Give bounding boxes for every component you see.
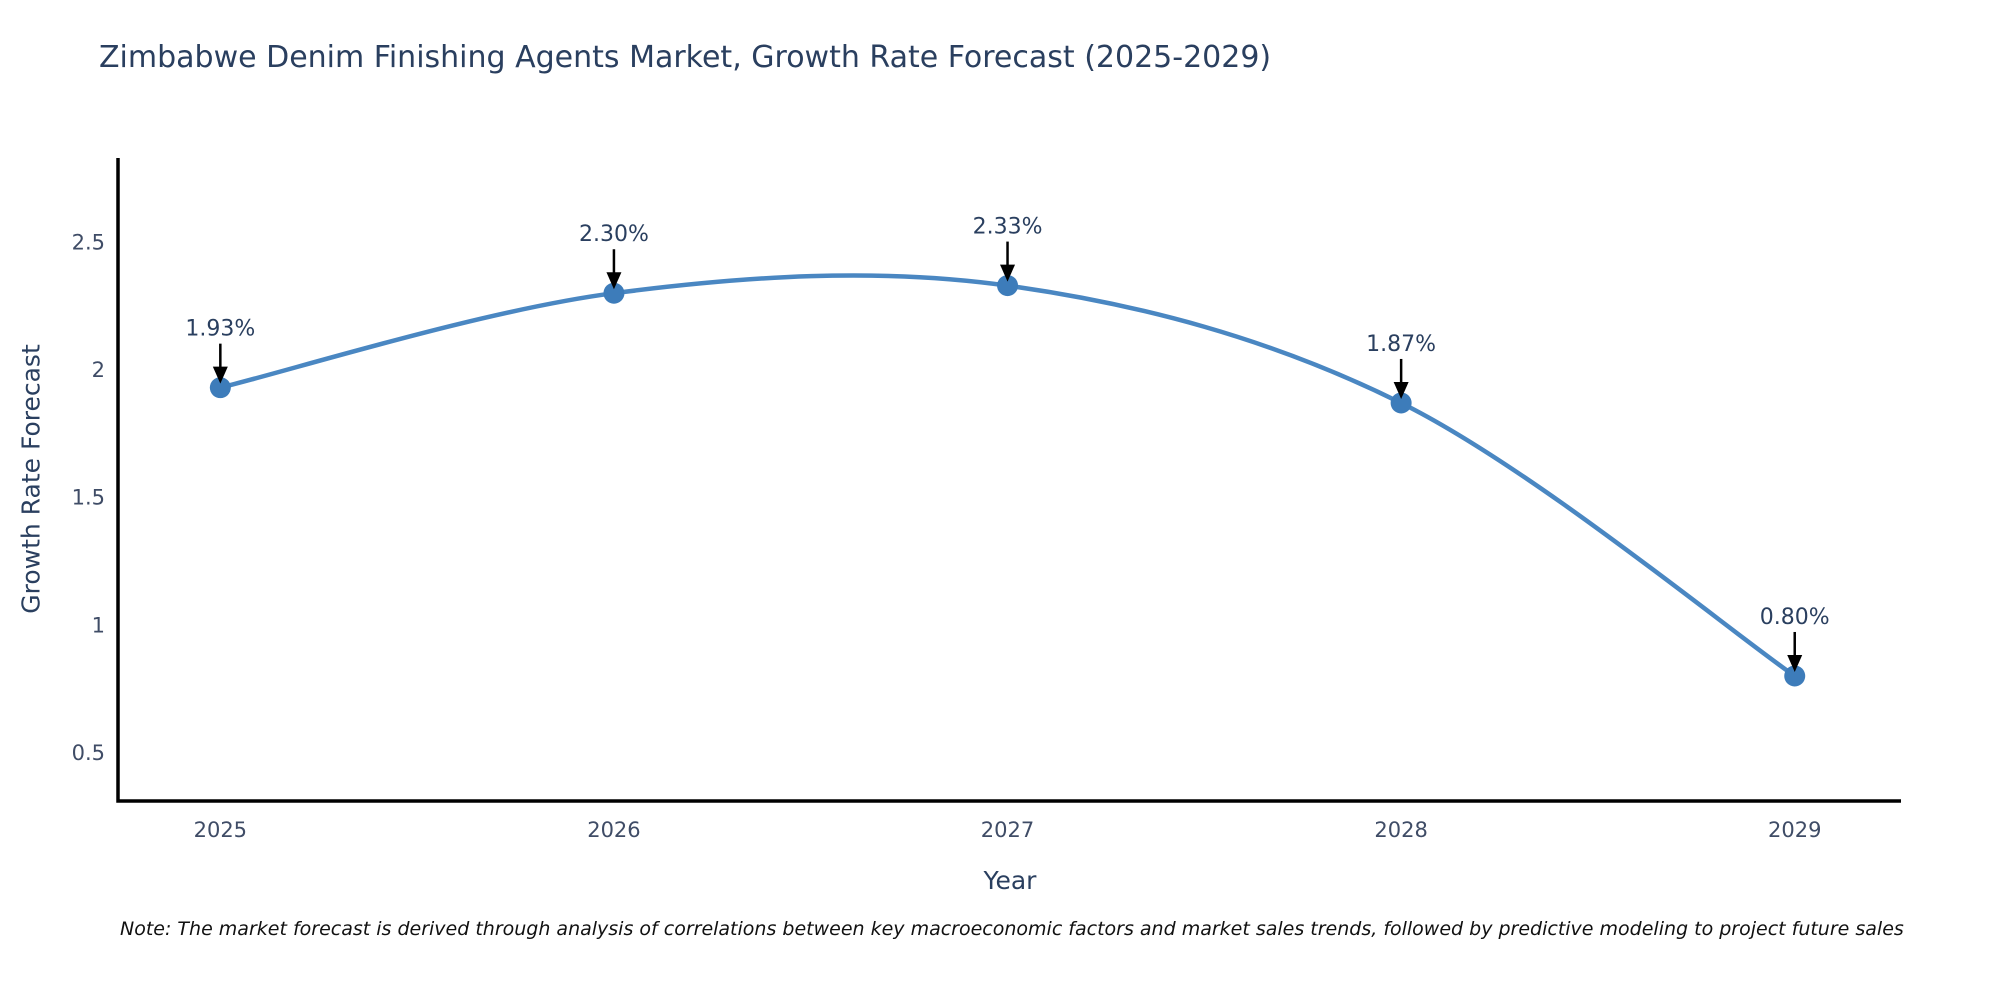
- trend-line: [218, 273, 1797, 679]
- axis-spines: [116, 158, 1901, 803]
- data-point-2028: [1390, 392, 1412, 414]
- data-point-2027: [997, 275, 1019, 297]
- point-label-2028: 1.87%: [1366, 332, 1436, 357]
- y-tick-label-1.5: 1.5: [72, 486, 105, 510]
- point-label-2025: 1.93%: [185, 317, 255, 342]
- x-tick-label-2025: 2025: [194, 818, 247, 842]
- data-point-2029: [1784, 665, 1806, 687]
- x-tick-label-2028: 2028: [1374, 818, 1427, 842]
- x-tick-label-2029: 2029: [1768, 818, 1821, 842]
- annotation-arrowhead-icon: [606, 272, 622, 290]
- y-axis-title: Growth Rate Forecast: [16, 344, 46, 614]
- x-tick-label-2026: 2026: [587, 818, 640, 842]
- point-label-2027: 2.33%: [973, 215, 1043, 240]
- footnote: Note: The market forecast is derived thr…: [120, 918, 1904, 940]
- annotation-arrowhead-icon: [1000, 264, 1016, 282]
- point-label-2026: 2.30%: [579, 222, 649, 247]
- annotation-arrowhead-icon: [1393, 381, 1409, 399]
- point-label-2029: 0.80%: [1760, 605, 1830, 630]
- y-tick-label-0.5: 0.5: [72, 741, 105, 765]
- chart-title: Zimbabwe Denim Finishing Agents Market, …: [99, 40, 1272, 75]
- annotation-arrowhead-icon: [212, 366, 228, 384]
- y-tick-label-2.5: 2.5: [72, 231, 105, 255]
- data-point-2026: [603, 282, 625, 304]
- y-tick-label-1: 1: [92, 613, 105, 637]
- x-axis-title: Year: [983, 866, 1037, 895]
- data-point-2025: [209, 377, 231, 399]
- y-tick-label-2: 2: [92, 358, 105, 382]
- annotation-arrowhead-icon: [1787, 654, 1803, 672]
- x-tick-label-2027: 2027: [981, 818, 1034, 842]
